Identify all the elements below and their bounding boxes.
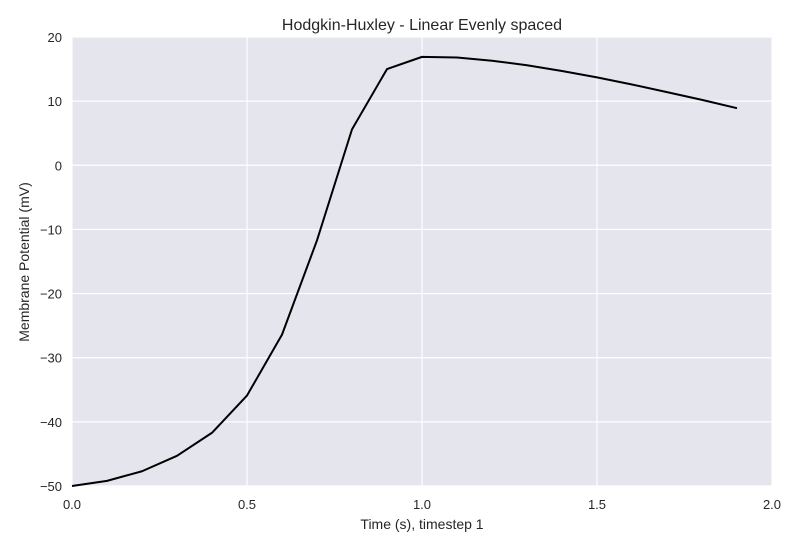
x-tick-label: 1.5 <box>588 497 606 512</box>
x-tick-label: 1.0 <box>413 497 431 512</box>
series-line <box>71 55 738 487</box>
series-layer <box>71 55 738 487</box>
y-axis-ticks: −50 −40 −30 −20 −10 0 10 20 <box>40 30 62 494</box>
chart-title: Hodgkin-Huxley - Linear Evenly spaced <box>282 17 562 34</box>
y-tick-label: 20 <box>48 30 62 45</box>
x-axis-label: Time (s), timestep 1 <box>360 516 483 532</box>
x-axis-ticks: 0.0 0.5 1.0 1.5 2.0 <box>63 497 781 512</box>
x-tick-label: 0.0 <box>63 497 81 512</box>
x-tick-label: 0.5 <box>238 497 256 512</box>
grid-lines <box>71 36 773 487</box>
y-tick-label: −50 <box>40 479 62 494</box>
y-tick-label: −30 <box>40 351 62 366</box>
y-tick-label: 0 <box>55 158 62 173</box>
y-tick-label: −20 <box>40 287 62 302</box>
y-tick-label: −10 <box>40 222 62 237</box>
y-tick-label: 10 <box>48 94 62 109</box>
y-axis-label: Membrane Potential (mV) <box>16 182 32 342</box>
y-tick-label: −40 <box>40 415 62 430</box>
x-tick-label: 2.0 <box>763 497 781 512</box>
